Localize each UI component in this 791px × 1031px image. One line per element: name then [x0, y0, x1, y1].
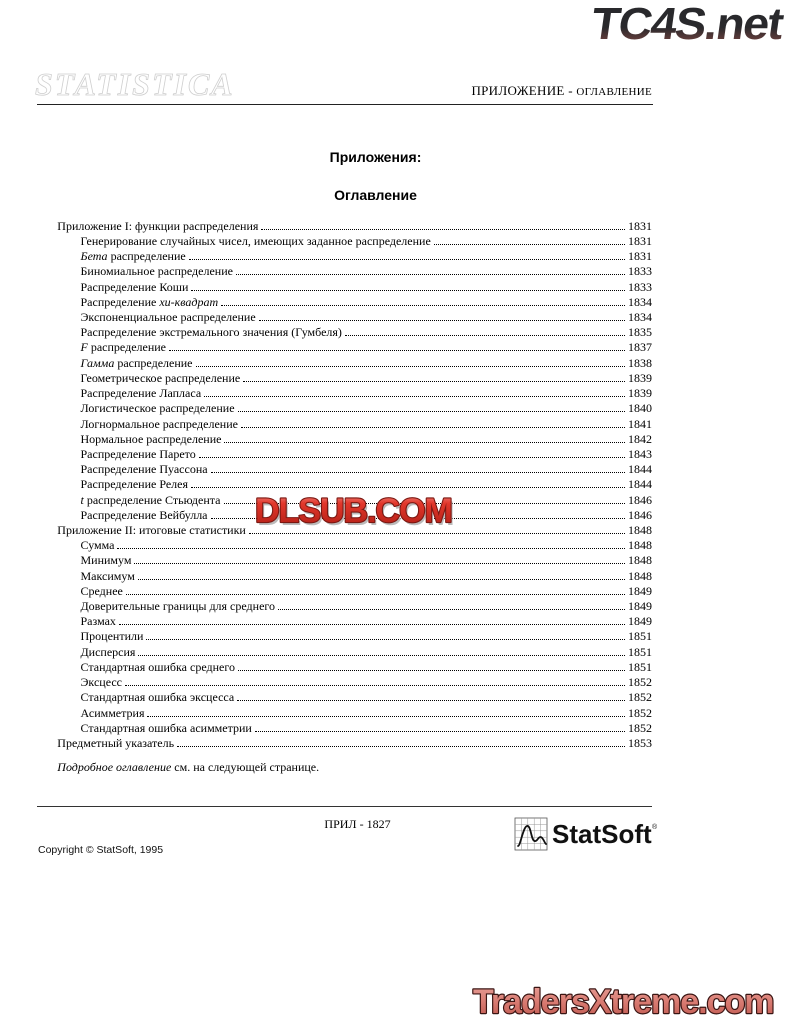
- svg-text:®: ®: [652, 823, 658, 831]
- svg-text:DLSUB.COM: DLSUB.COM: [255, 492, 452, 530]
- svg-text:TradersXtreme.com: TradersXtreme.com: [473, 983, 774, 1021]
- svg-text:TC4S.net: TC4S.net: [588, 0, 787, 47]
- svg-text:StatSoft: StatSoft: [552, 819, 652, 849]
